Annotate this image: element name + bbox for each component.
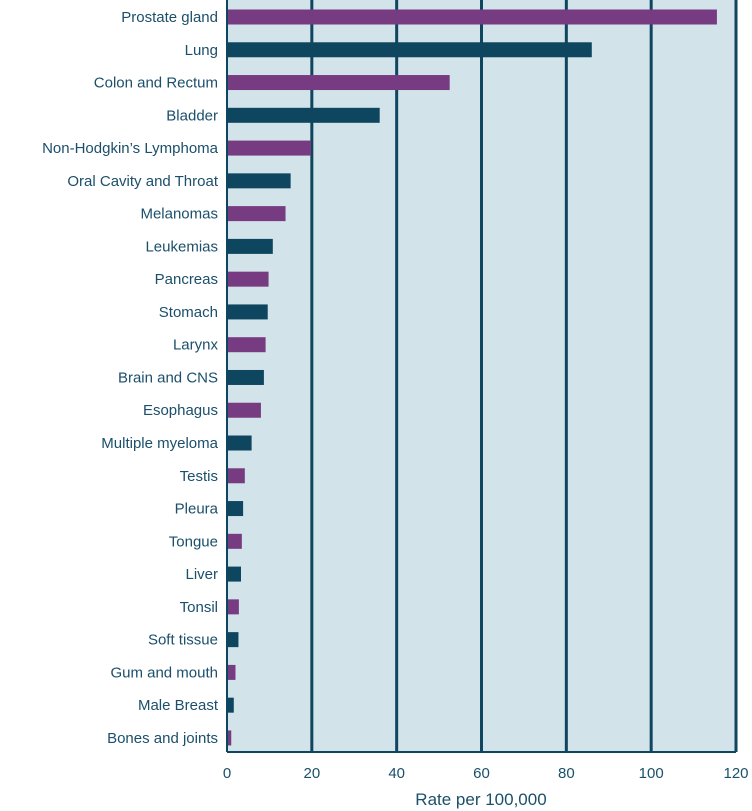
bar bbox=[227, 501, 244, 517]
category-label: Tongue bbox=[169, 533, 218, 550]
category-label: Larynx bbox=[173, 337, 219, 354]
bar bbox=[227, 337, 266, 353]
bar bbox=[227, 75, 450, 91]
x-axis-title: Rate per 100,000 bbox=[415, 790, 546, 809]
category-label: Lung bbox=[185, 42, 218, 59]
x-tick-label: 80 bbox=[558, 765, 575, 782]
bar bbox=[227, 206, 286, 222]
gridlines bbox=[310, 0, 738, 752]
x-tick-label: 0 bbox=[223, 765, 231, 782]
bar bbox=[227, 107, 380, 123]
bar bbox=[227, 697, 234, 713]
category-label: Esophagus bbox=[143, 402, 218, 419]
x-tick-label: 100 bbox=[639, 765, 664, 782]
bar bbox=[227, 664, 236, 680]
category-label: Tonsil bbox=[180, 599, 218, 616]
bar bbox=[227, 42, 592, 58]
bar bbox=[227, 9, 717, 25]
bar bbox=[227, 173, 291, 189]
category-label: Oral Cavity and Throat bbox=[67, 173, 218, 190]
category-label: Bladder bbox=[166, 107, 218, 124]
x-tick-label: 40 bbox=[388, 765, 405, 782]
category-label: Soft tissue bbox=[148, 632, 218, 649]
category-label: Gum and mouth bbox=[110, 664, 218, 681]
category-label: Colon and Rectum bbox=[94, 75, 218, 92]
bar bbox=[227, 632, 239, 648]
bar bbox=[227, 730, 232, 746]
category-label: Pleura bbox=[175, 501, 219, 518]
category-label: Testis bbox=[180, 468, 218, 485]
category-labels: Prostate gland Lung Colon and Rectum Bladde… bbox=[42, 9, 219, 747]
x-tick-label: 60 bbox=[473, 765, 490, 782]
bar bbox=[227, 304, 268, 320]
bar bbox=[227, 599, 239, 615]
bar bbox=[227, 369, 264, 385]
x-tick-label: 120 bbox=[723, 765, 748, 782]
bar bbox=[227, 533, 242, 549]
category-label: Liver bbox=[185, 566, 218, 583]
category-label: Non-Hodgkin’s Lymphoma bbox=[42, 140, 219, 157]
category-label: Brain and CNS bbox=[118, 369, 218, 386]
bar bbox=[227, 140, 311, 156]
category-label: Stomach bbox=[159, 304, 218, 321]
bar bbox=[227, 238, 273, 254]
category-label: Melanomas bbox=[140, 206, 218, 223]
category-label: Multiple myeloma bbox=[101, 435, 218, 452]
bar bbox=[227, 566, 241, 582]
category-label: Prostate gland bbox=[121, 9, 218, 26]
category-label: Bones and joints bbox=[107, 730, 218, 747]
x-tick-label: 20 bbox=[303, 765, 320, 782]
category-label: Leukemias bbox=[145, 238, 218, 255]
bar bbox=[227, 435, 252, 451]
bars bbox=[227, 9, 717, 746]
category-label: Male Breast bbox=[138, 697, 219, 714]
x-tick-labels: 0 20 40 60 80 100 120 bbox=[223, 765, 749, 782]
bar bbox=[227, 468, 245, 484]
category-label: Pancreas bbox=[155, 271, 218, 288]
bar bbox=[227, 402, 261, 418]
bar bbox=[227, 271, 269, 287]
